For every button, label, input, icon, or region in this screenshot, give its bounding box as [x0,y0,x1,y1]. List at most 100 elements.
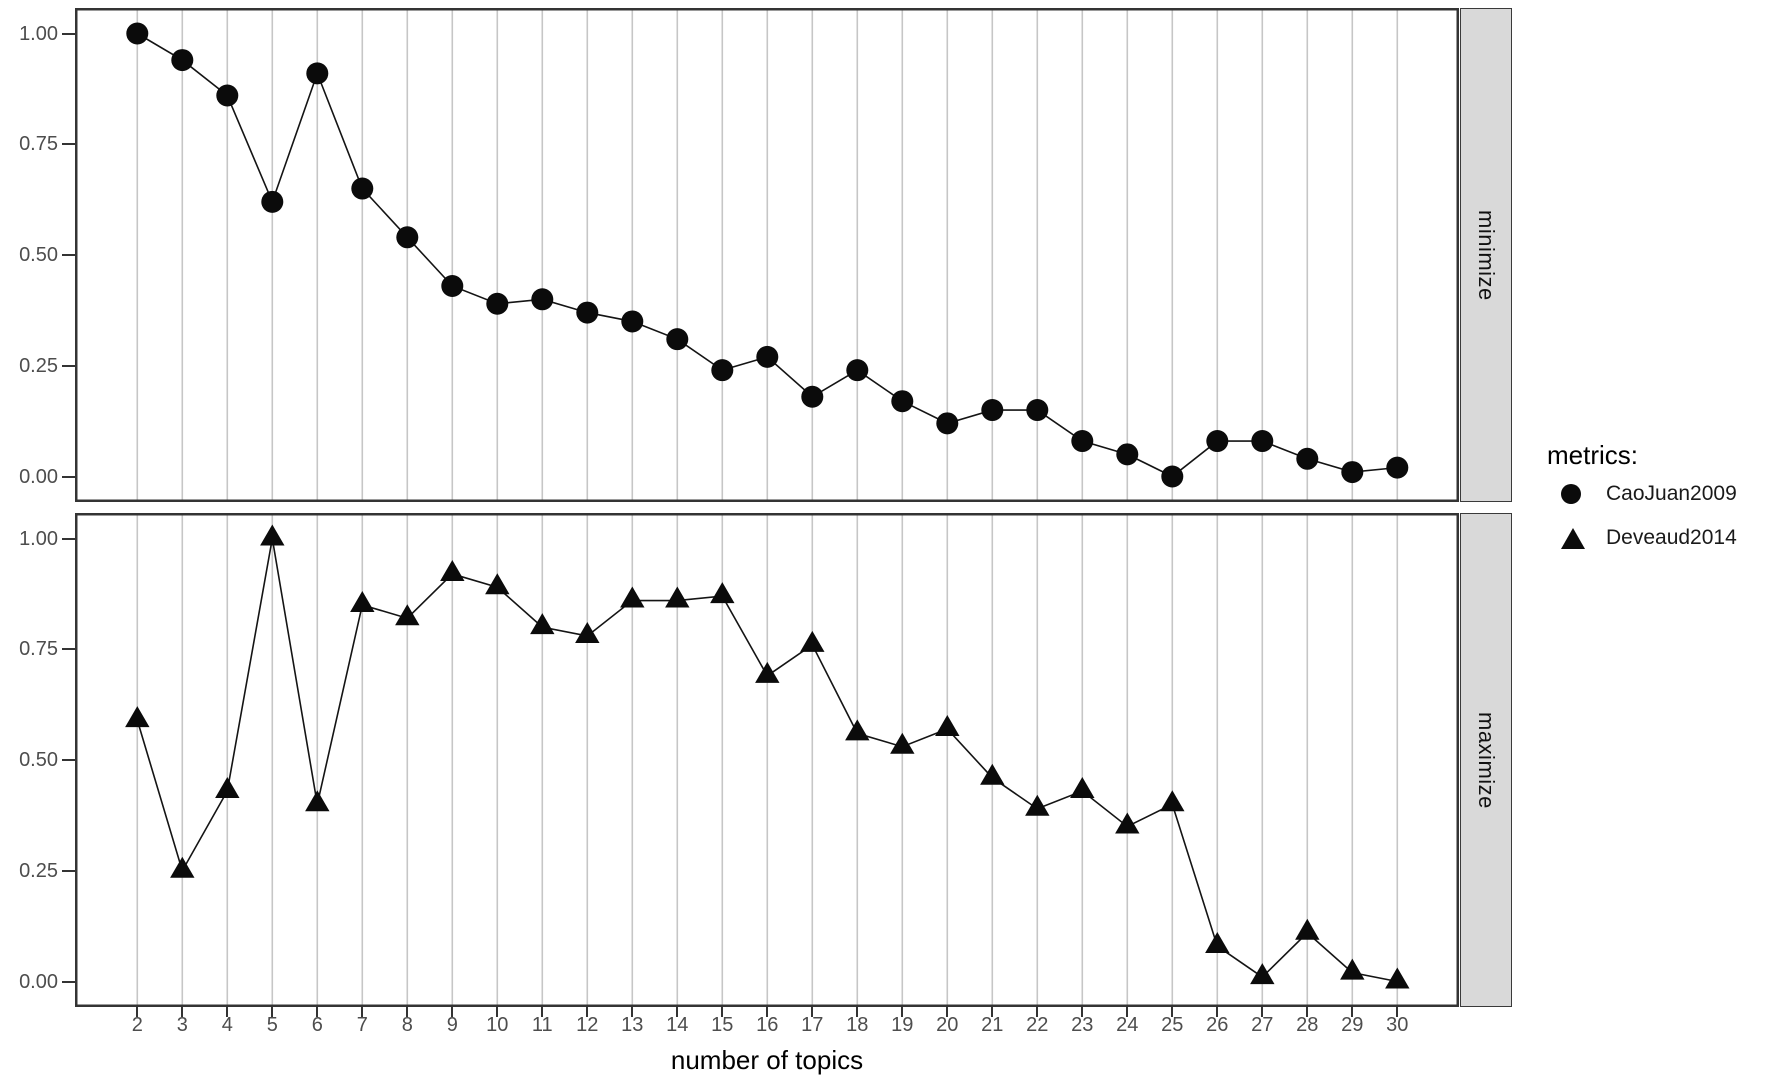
y-tick-mark [62,475,75,478]
maximize-panel-plot [75,513,1459,1007]
data-point-circle [441,275,464,298]
data-point-circle [1296,447,1319,470]
x-tick-label: 17 [801,1014,824,1036]
x-tick-mark [1306,1007,1309,1017]
circle-marker-icon [1561,484,1581,504]
x-tick-mark [1126,1007,1129,1017]
data-point-circle [981,399,1004,422]
x-tick-label: 24 [1116,1014,1139,1036]
legend: metrics: CaoJuan2009 Deveaud2014 [1547,438,1772,560]
x-tick-label: 29 [1341,1014,1364,1036]
x-tick-mark [1081,1007,1084,1017]
y-tick-label: 1.00 [19,527,58,550]
legend-item-label: CaoJuan2009 [1606,482,1737,505]
data-point-triangle [260,524,285,546]
x-tick-mark [361,1007,364,1017]
x-tick-mark [676,1007,679,1017]
data-point-triangle [845,719,870,741]
data-point-triangle [1025,794,1050,816]
gridlines [136,10,1399,500]
data-point-circle [351,177,374,200]
x-tick-label: 10 [486,1014,509,1036]
data-point-triangle [170,856,195,878]
x-tick-mark [451,1007,454,1017]
y-tick-mark [62,648,75,651]
x-tick-label: 23 [1071,1014,1094,1036]
x-tick-label: 13 [621,1014,644,1036]
data-point-triangle [1160,790,1185,812]
x-tick-mark [766,1007,769,1017]
x-tick-label: 18 [846,1014,869,1036]
x-tick-label: 30 [1386,1014,1409,1036]
data-point-circle [1386,456,1409,479]
data-point-circle [396,226,419,249]
x-tick-label: 12 [576,1014,599,1036]
x-tick-label: 28 [1296,1014,1319,1036]
y-tick-label: 0.25 [19,354,58,377]
x-tick-mark [1351,1007,1354,1017]
x-tick-mark [496,1007,499,1017]
data-point-circle [891,390,914,413]
x-tick-mark [946,1007,949,1017]
data-point-circle [576,301,599,324]
facet-strip-minimize: minimize [1460,8,1512,502]
x-axis-title: number of topics [670,1045,864,1075]
data-point-circle [1116,443,1139,466]
data-point-triangle [485,573,510,595]
data-point-triangle [665,586,690,608]
y-tick-mark [62,537,75,540]
panel-border [75,8,1459,502]
legend-title: metrics: [1547,440,1638,470]
data-point-circle [666,328,689,351]
x-tick-label: 7 [356,1014,368,1036]
data-point-circle [531,288,554,311]
y-tick-mark [62,254,75,256]
y-tick-label: 0.00 [19,465,58,488]
data-point-triangle [305,790,330,812]
data-point-circle [1071,430,1094,453]
x-tick-mark [586,1007,589,1017]
x-tick-mark [901,1007,904,1017]
x-tick-label: 9 [446,1014,458,1036]
data-point-circle [1341,461,1364,484]
x-tick-mark [631,1007,634,1017]
deveaud2014-points [125,524,1410,989]
y-tick-mark [62,32,75,35]
data-point-triangle [710,582,735,604]
x-tick-label: 26 [1206,1014,1229,1036]
data-point-triangle [440,559,465,581]
x-tick-label: 14 [666,1014,689,1036]
data-point-circle [756,345,779,368]
data-point-circle [936,412,959,435]
data-point-triangle [1385,967,1410,989]
x-tick-label: 11 [531,1014,553,1036]
data-point-triangle [890,732,915,754]
data-point-triangle [935,714,960,736]
gridlines [136,515,1399,1005]
x-tick-mark [181,1007,184,1017]
y-tick-label: 0.75 [19,638,58,661]
x-tick-mark [1216,1007,1219,1017]
x-tick-label: 25 [1161,1014,1184,1036]
y-tick-label: 0.25 [19,859,58,882]
x-tick-label: 2 [131,1014,143,1036]
y-tick-label: 1.00 [19,22,58,45]
data-point-triangle [215,777,240,799]
data-point-triangle [1295,918,1320,940]
x-tick-mark [1171,1007,1174,1017]
data-point-circle [621,310,644,333]
data-point-triangle [980,763,1005,785]
data-point-triangle [1070,777,1095,799]
x-tick-label: 3 [176,1014,188,1036]
x-tick-mark [271,1007,274,1017]
triangle-marker-icon [1561,528,1585,549]
facet-strip-maximize-label: maximize [1474,711,1499,809]
y-tick-mark [62,869,75,872]
data-point-circle [486,292,509,315]
x-tick-mark [316,1007,319,1017]
y-tick-mark [62,364,75,367]
data-point-triangle [1250,963,1275,985]
x-tick-mark [541,1007,544,1017]
data-point-triangle [620,586,645,608]
